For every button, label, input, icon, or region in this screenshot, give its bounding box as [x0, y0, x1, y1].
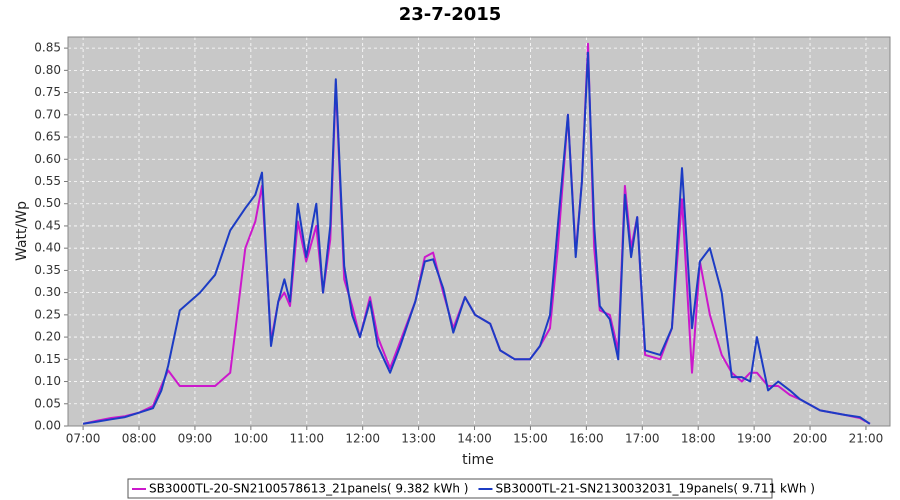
plot-border: [67, 36, 891, 427]
grid: [68, 37, 890, 427]
x-tick-label: 16:00: [569, 432, 604, 446]
y-tick-label: 0.70: [34, 107, 61, 121]
y-tick-label: 0.20: [34, 330, 61, 344]
y-tick-label: 0.80: [34, 63, 61, 77]
x-tick-label: 12:00: [345, 432, 380, 446]
y-tick-label: 0.25: [34, 307, 61, 321]
x-tick-label: 21:00: [849, 432, 884, 446]
legend: SB3000TL-20-SN2100578613_21panels( 9.382…: [132, 482, 815, 496]
y-tick-label: 0.65: [34, 130, 61, 144]
y-tick-label: 0.55: [34, 174, 61, 188]
x-tick-label: 08:00: [122, 432, 157, 446]
x-tick-label: 17:00: [625, 432, 660, 446]
y-tick-label: 0.85: [34, 41, 61, 55]
y-tick-label: 0.60: [34, 152, 61, 166]
y-tick-label: 0.30: [34, 285, 61, 299]
x-tick-label: 19:00: [737, 432, 772, 446]
x-tick-label: 13:00: [401, 432, 436, 446]
x-tick-label: 07:00: [66, 432, 101, 446]
y-tick-label: 0.10: [34, 374, 61, 388]
x-tick-label: 15:00: [513, 432, 548, 446]
plot-background: [68, 37, 890, 426]
y-axis-label: Watt/Wp: [14, 201, 30, 261]
x-axis-label: time: [462, 452, 494, 468]
y-tick-label: 0.50: [34, 196, 61, 210]
y-tick-label: 0.75: [34, 85, 61, 99]
legend-label: SB3000TL-20-SN2100578613_21panels( 9.382…: [149, 482, 468, 496]
y-tick-label: 0.15: [34, 352, 61, 366]
y-tick-label: 0.05: [34, 396, 61, 410]
x-tick-label: 14:00: [457, 432, 492, 446]
y-tick-label: 0.45: [34, 218, 61, 232]
x-tick-label: 11:00: [289, 432, 324, 446]
legend-box: [127, 478, 773, 499]
x-tick-label: 20:00: [793, 432, 828, 446]
series-line: [82, 51, 871, 425]
chart-title: 23-7-2015: [399, 4, 502, 25]
y-tick-label: 0.40: [34, 241, 61, 255]
lines: [82, 42, 871, 425]
x-tick-label: 09:00: [178, 432, 213, 446]
y-tick-label: 0.00: [34, 419, 61, 433]
legend-label: SB3000TL-21-SN2130032031_19panels( 9.711…: [495, 482, 814, 496]
x-tick-label: 18:00: [681, 432, 716, 446]
x-tick-label: 10:00: [234, 432, 269, 446]
y-tick-label: 0.35: [34, 263, 61, 277]
